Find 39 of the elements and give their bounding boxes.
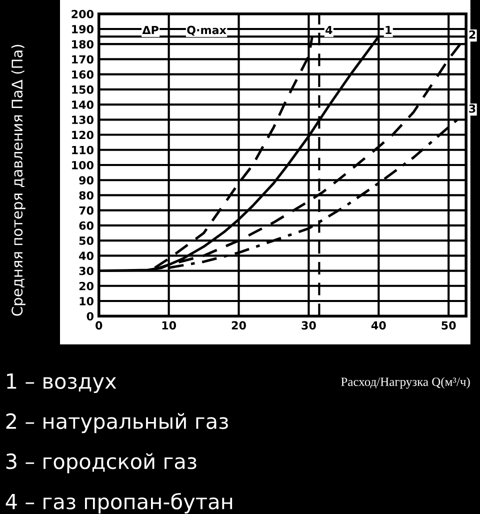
y-tick-label: 10 xyxy=(80,296,94,306)
text: 3 – городской газ xyxy=(6,453,196,474)
y-tick-label: 50 xyxy=(79,236,94,245)
y-tick-label: 200 xyxy=(72,10,94,18)
y-tick-label: 90 xyxy=(79,176,94,184)
y-tick-label: 0 xyxy=(86,312,94,320)
y-tick-label: 60 xyxy=(79,221,94,230)
y-tick-label: 160 xyxy=(72,70,94,79)
text: 1 – воздух xyxy=(7,373,116,394)
y-tick-label: 170 xyxy=(72,55,94,64)
y-tick-label: 80 xyxy=(79,191,94,200)
text: 2 – натуральный газ xyxy=(6,413,228,434)
y-tick-label: 20 xyxy=(79,282,94,290)
y-tick-label: 140 xyxy=(72,100,94,109)
x-tick-label: 10 xyxy=(162,321,176,330)
x-tick-label: 20 xyxy=(232,321,246,330)
annotation: 2 xyxy=(469,30,476,39)
y-tick-label: 110 xyxy=(72,146,94,154)
x-tick-label: 0 xyxy=(96,321,102,330)
annotation: 3 xyxy=(469,104,476,113)
x-tick-label: 30 xyxy=(302,321,316,330)
x-tick-label: 40 xyxy=(371,321,386,330)
text: 4 – газ пропан-бутан xyxy=(6,492,232,514)
y-tick-label: 150 xyxy=(72,85,94,94)
annotation: ΔP xyxy=(142,26,158,34)
y-tick-label: 130 xyxy=(72,116,94,124)
y-tick-label: 100 xyxy=(72,160,94,170)
y-tick-label: 180 xyxy=(72,40,94,48)
y-tick-label: 70 xyxy=(79,206,94,215)
x-tick-label: 50 xyxy=(442,321,456,330)
x-axis-title: Расход/Нагрузка Q(м³/ч) xyxy=(341,377,470,389)
annotation: 4 xyxy=(326,26,332,34)
y-tick-label: 40 xyxy=(79,252,94,260)
annotation: 1 xyxy=(386,26,392,34)
y-tick-label: 120 xyxy=(72,130,94,140)
y-axis-title: Средняя потеря давления ПаΔ (Па) xyxy=(11,44,26,316)
annotation: Q·max xyxy=(187,26,226,36)
y-tick-label: 190 xyxy=(72,24,94,34)
y-tick-label: 30 xyxy=(79,266,94,276)
